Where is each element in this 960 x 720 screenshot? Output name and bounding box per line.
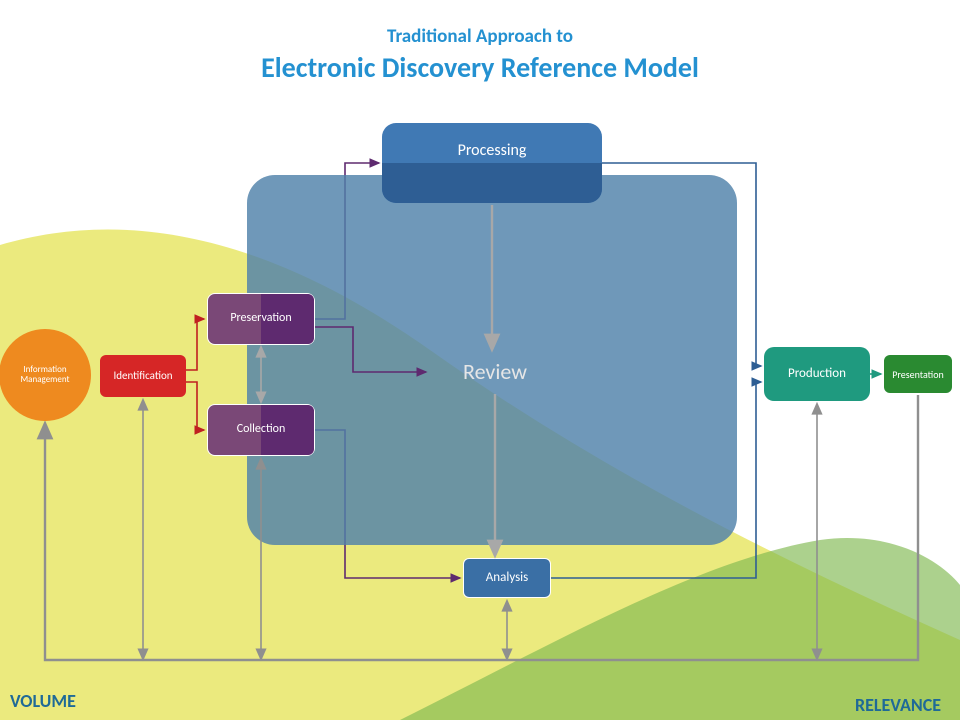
node-label: Information Management (3, 365, 87, 385)
node-identification: Identification (100, 355, 186, 397)
title-block: Traditional Approach to Electronic Disco… (0, 25, 960, 85)
node-collection: Collection (207, 404, 315, 456)
node-preservation: Preservation (207, 293, 315, 345)
node-label: Analysis (468, 571, 546, 585)
diagram-stage: Traditional Approach to Electronic Disco… (0, 0, 960, 720)
node-split-overlay (382, 163, 602, 203)
node-information-management: Information Management (0, 329, 91, 421)
node-analysis: Analysis (463, 558, 551, 598)
title-main: Electronic Discovery Reference Model (0, 50, 960, 85)
node-label: Identification (104, 370, 182, 382)
label-relevance: RELEVANCE (855, 694, 941, 716)
node-label: Preservation (212, 312, 310, 325)
node-processing: Processing (382, 123, 602, 203)
node-label: Presentation (888, 369, 948, 380)
node-review: Review (420, 352, 570, 392)
node-production: Production (764, 347, 870, 401)
title-subtitle: Traditional Approach to (0, 25, 960, 48)
node-label: Review (424, 360, 566, 384)
node-label: Collection (212, 423, 310, 436)
label-volume: VOLUME (10, 690, 76, 712)
node-label: Processing (386, 142, 598, 160)
node-presentation: Presentation (884, 355, 952, 393)
node-label: Production (768, 367, 866, 381)
